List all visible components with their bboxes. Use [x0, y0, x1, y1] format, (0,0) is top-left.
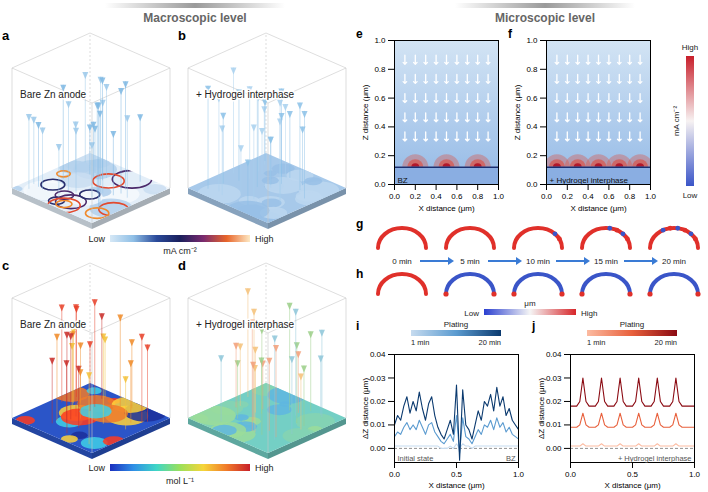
- svg-text:0 min: 0 min: [392, 257, 412, 266]
- svg-text:0.2: 0.2: [410, 192, 422, 201]
- svg-text:μm: μm: [524, 299, 536, 308]
- svg-text:ΔZ distance (μm): ΔZ distance (μm): [361, 378, 370, 439]
- svg-text:0.04: 0.04: [370, 350, 386, 359]
- svg-text:0.0: 0.0: [565, 470, 577, 479]
- svg-text:g: g: [356, 217, 363, 231]
- svg-text:0.01: 0.01: [546, 420, 562, 429]
- svg-text:X distance (μm): X distance (μm): [604, 481, 661, 490]
- svg-text:Microscopic level: Microscopic level: [495, 11, 595, 25]
- svg-text:Plating: Plating: [620, 320, 644, 329]
- svg-text:20 min: 20 min: [654, 338, 677, 347]
- svg-text:0.0: 0.0: [374, 180, 386, 189]
- svg-text:mA cm⁻²: mA cm⁻²: [163, 246, 197, 256]
- svg-text:1.0: 1.0: [526, 36, 538, 45]
- svg-text:X distance (μm): X distance (μm): [428, 481, 485, 490]
- svg-text:+ Hydrogel interphase: + Hydrogel interphase: [196, 319, 295, 330]
- svg-text:1.0: 1.0: [689, 470, 701, 479]
- svg-text:Low: Low: [88, 463, 105, 473]
- svg-text:0.00: 0.00: [370, 444, 386, 453]
- svg-text:0.6: 0.6: [374, 94, 386, 103]
- svg-text:1 min: 1 min: [411, 338, 429, 347]
- svg-text:+ Hydrogel interphase: + Hydrogel interphase: [618, 454, 692, 463]
- svg-text:1.0: 1.0: [493, 192, 505, 201]
- svg-text:0.04: 0.04: [546, 350, 562, 359]
- svg-text:0.03: 0.03: [546, 374, 562, 383]
- svg-text:Macroscopic level: Macroscopic level: [143, 11, 246, 25]
- svg-text:+ Hydrogel interphase: + Hydrogel interphase: [196, 89, 295, 100]
- svg-text:X distance (μm): X distance (μm): [570, 204, 627, 213]
- svg-text:0.4: 0.4: [431, 192, 443, 201]
- svg-text:0.03: 0.03: [370, 374, 386, 383]
- svg-text:Plating: Plating: [444, 320, 468, 329]
- svg-text:0.8: 0.8: [526, 65, 538, 74]
- svg-text:mA cm⁻²: mA cm⁻²: [672, 106, 681, 136]
- svg-text:i: i: [356, 319, 359, 333]
- svg-text:0.6: 0.6: [526, 94, 538, 103]
- svg-text:0.0: 0.0: [541, 192, 553, 201]
- svg-text:a: a: [2, 28, 10, 43]
- svg-text:d: d: [178, 258, 186, 273]
- svg-text:10 min: 10 min: [526, 257, 550, 266]
- svg-text:0.8: 0.8: [624, 192, 636, 201]
- svg-text:Z distance (μm): Z distance (μm): [361, 84, 370, 140]
- svg-text:5 min: 5 min: [460, 257, 480, 266]
- svg-text:High: High: [255, 234, 274, 244]
- svg-text:High: High: [581, 309, 597, 318]
- svg-text:High: High: [682, 43, 698, 52]
- svg-text:Z distance (μm): Z distance (μm): [513, 84, 522, 140]
- svg-text:0.02: 0.02: [546, 397, 562, 406]
- svg-text:0.2: 0.2: [374, 151, 386, 160]
- svg-text:0.8: 0.8: [374, 65, 386, 74]
- svg-text:1.0: 1.0: [645, 192, 657, 201]
- svg-text:mol L⁻¹: mol L⁻¹: [166, 476, 194, 486]
- svg-text:0.5: 0.5: [627, 470, 639, 479]
- svg-text:X distance (μm): X distance (μm): [418, 204, 475, 213]
- svg-text:BZ: BZ: [398, 176, 408, 185]
- svg-text:0.4: 0.4: [526, 122, 538, 131]
- svg-text:BZ: BZ: [506, 454, 516, 463]
- svg-text:0.0: 0.0: [389, 470, 401, 479]
- svg-text:Low: Low: [683, 191, 698, 200]
- svg-text:Low: Low: [464, 309, 479, 318]
- svg-text:20 min: 20 min: [662, 257, 686, 266]
- svg-text:0.0: 0.0: [389, 192, 401, 201]
- svg-text:Bare Zn anode: Bare Zn anode: [20, 319, 87, 330]
- svg-text:0.5: 0.5: [451, 470, 463, 479]
- svg-text:1.0: 1.0: [374, 36, 386, 45]
- svg-text:1.0: 1.0: [513, 470, 525, 479]
- svg-text:0.4: 0.4: [583, 192, 595, 201]
- svg-text:0.8: 0.8: [472, 192, 484, 201]
- svg-text:20 min: 20 min: [478, 338, 501, 347]
- svg-text:+ Hydrogel interphase: + Hydrogel interphase: [550, 176, 629, 185]
- svg-text:h: h: [356, 267, 363, 281]
- svg-text:0.6: 0.6: [603, 192, 615, 201]
- svg-text:Low: Low: [88, 234, 105, 244]
- svg-text:e: e: [356, 27, 363, 41]
- svg-text:0.0: 0.0: [526, 180, 538, 189]
- svg-text:Bare Zn anode: Bare Zn anode: [20, 89, 87, 100]
- svg-text:1 min: 1 min: [587, 338, 605, 347]
- svg-text:0.00: 0.00: [546, 444, 562, 453]
- svg-text:j: j: [531, 319, 535, 333]
- svg-text:c: c: [2, 258, 9, 273]
- svg-text:b: b: [178, 28, 186, 43]
- svg-text:0.4: 0.4: [374, 122, 386, 131]
- svg-text:f: f: [508, 27, 513, 41]
- svg-text:High: High: [255, 463, 274, 473]
- svg-text:ΔZ distance (μm): ΔZ distance (μm): [537, 378, 546, 439]
- svg-text:Initial state: Initial state: [398, 454, 434, 463]
- svg-text:0.2: 0.2: [526, 151, 538, 160]
- svg-text:0.01: 0.01: [370, 420, 386, 429]
- svg-text:0.02: 0.02: [370, 397, 386, 406]
- svg-text:0.2: 0.2: [562, 192, 574, 201]
- svg-text:15 min: 15 min: [594, 257, 618, 266]
- svg-text:0.6: 0.6: [451, 192, 463, 201]
